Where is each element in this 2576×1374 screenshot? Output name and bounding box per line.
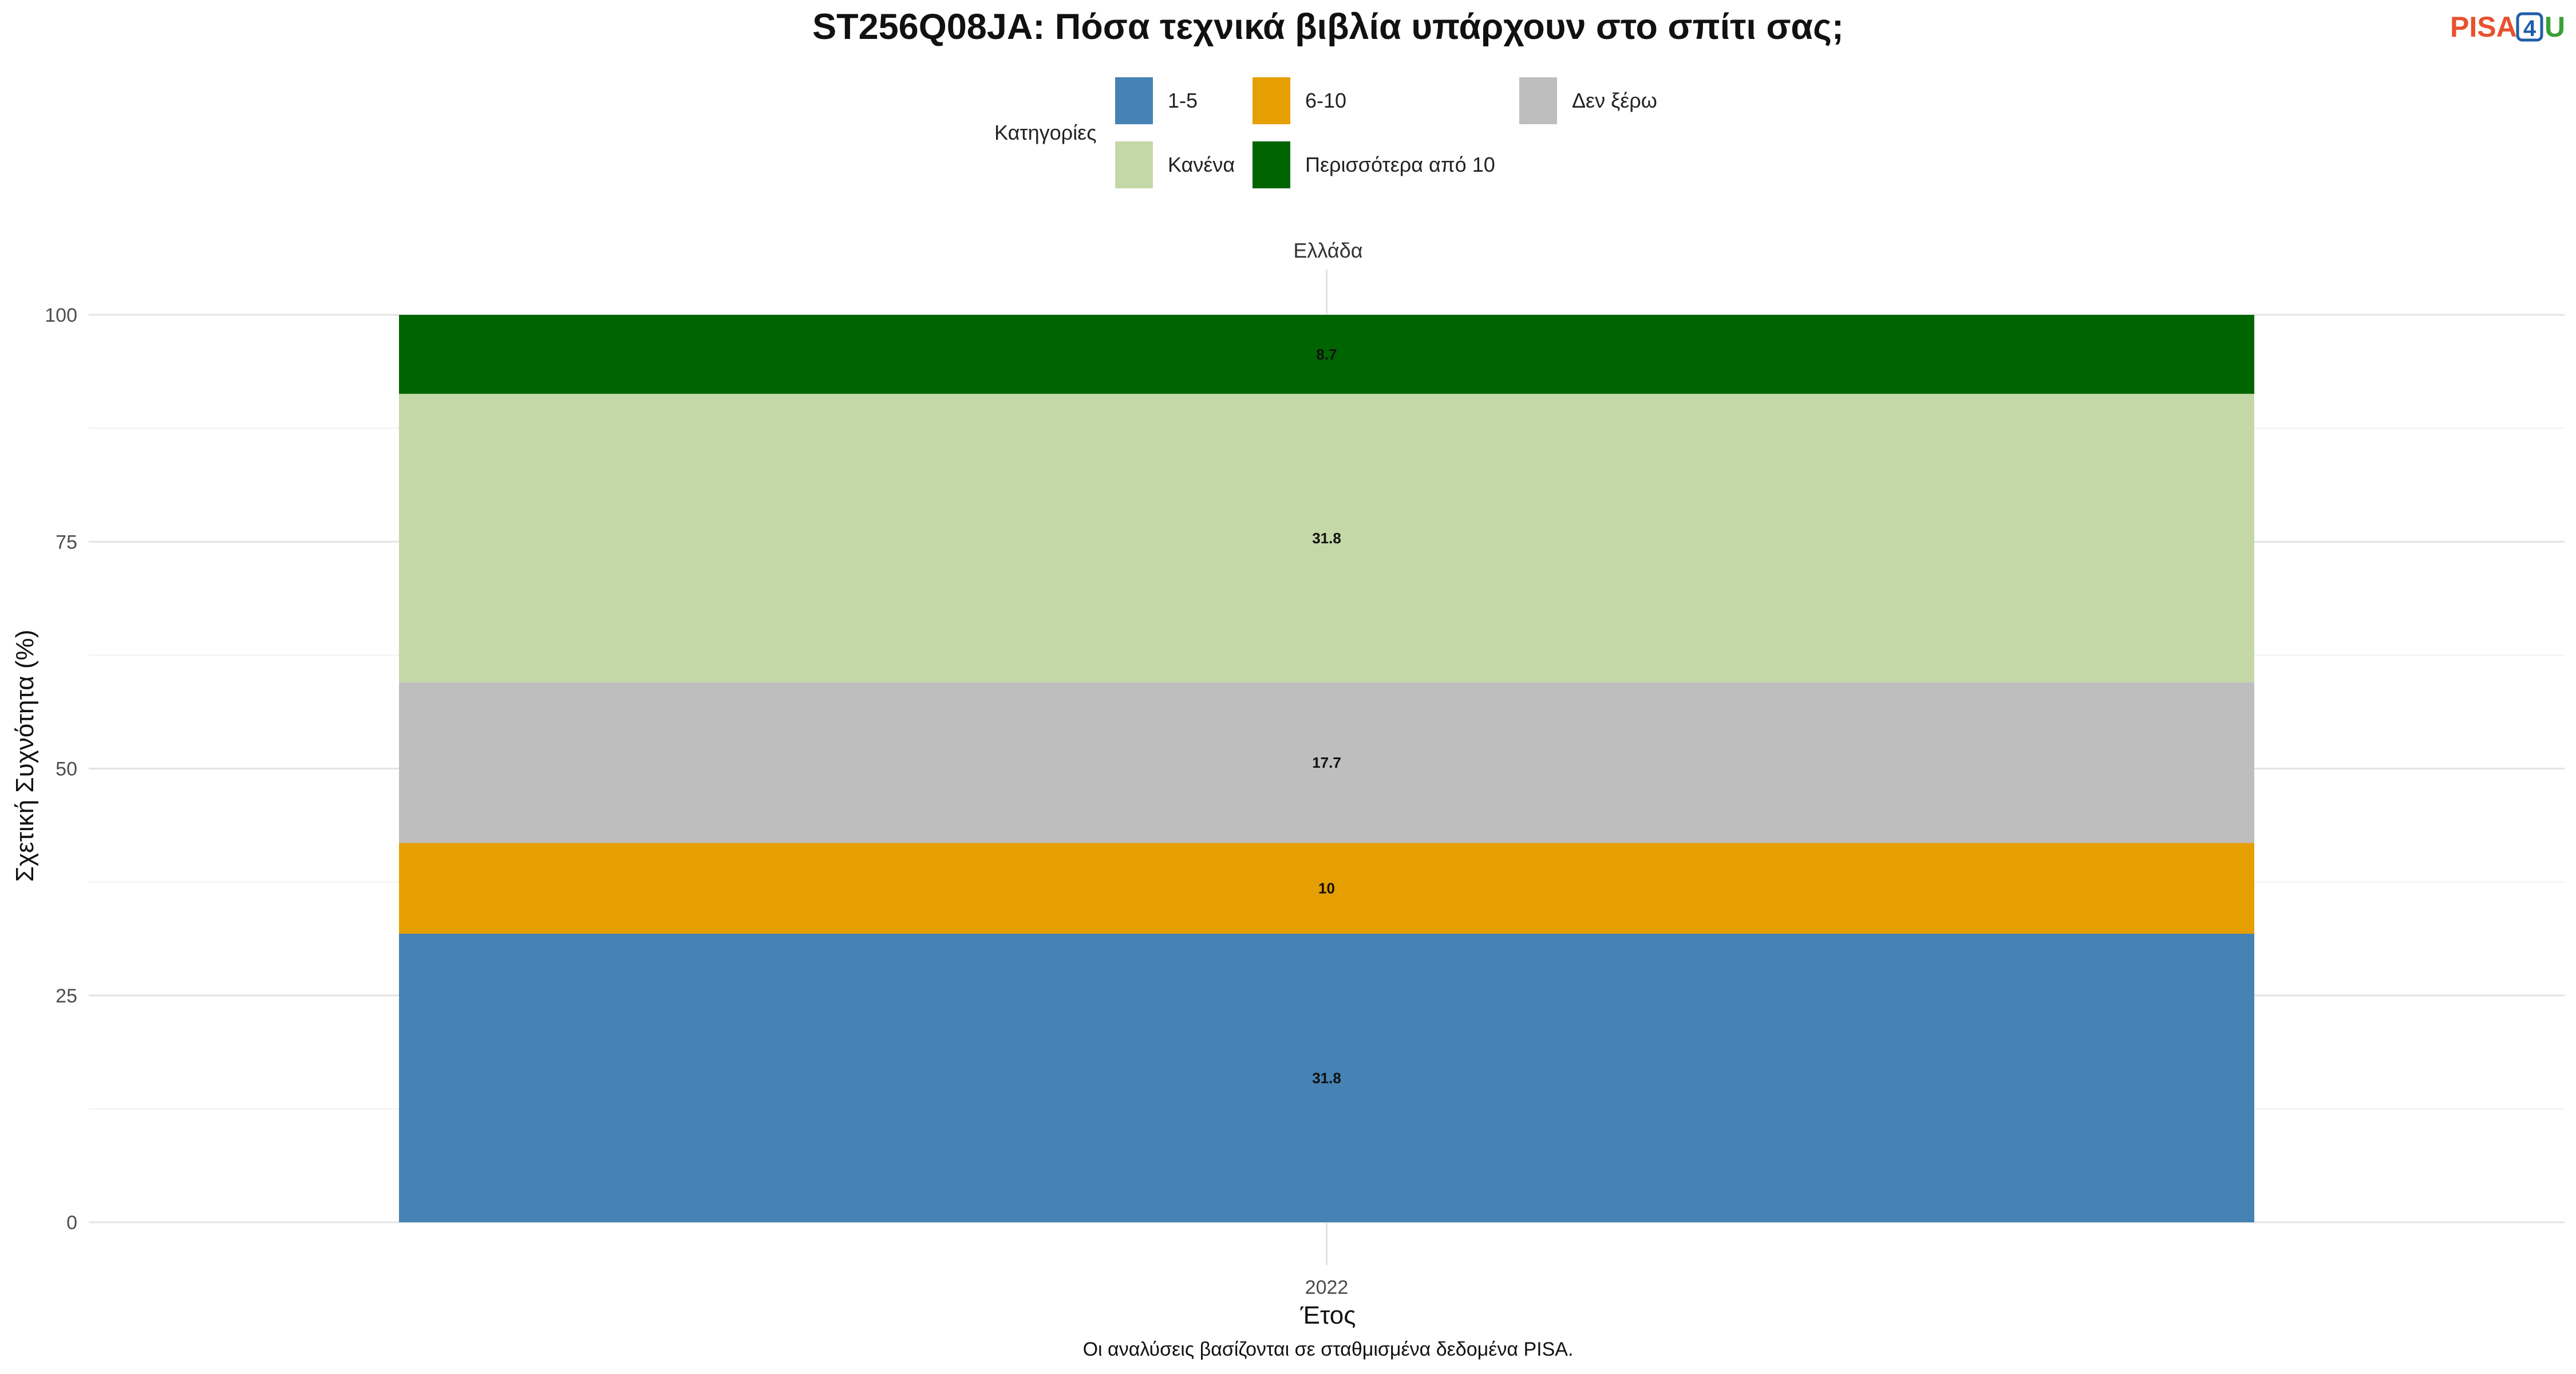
bars [399,315,2254,1222]
logo-number-box [2516,12,2543,42]
caption: Οι αναλύσεις βασίζονται σε σταθμισμένα δ… [1083,1339,1574,1360]
pisa4u-logo: PISA [2450,11,2517,43]
legend-label-5: Περισσότερα από 10 [1305,153,1495,176]
legend-swatch-2 [1253,77,1290,124]
logo-pisa: PISA [2450,11,2517,43]
data-label-1: 31.8 [1312,1069,1341,1087]
chart-title: ST256Q08JA: Πόσα τεχνικά βιβλία υπάρχουν… [812,7,1844,47]
y-tick-label: 50 [56,759,77,780]
y-axis-ticks: 0 25 50 75 100 [45,305,77,1234]
facet-label: Ελλάδα [1293,239,1362,262]
logo-u: U [2545,11,2565,43]
legend-label-2: 6-10 [1305,89,1346,112]
y-axis-title: Σχετική Συχνότητα (%) [11,630,39,882]
bar-segment-4 [399,393,2254,682]
bar-segment-5 [399,315,2254,394]
bar-segment-1 [399,933,2254,1222]
data-label-5: 8.7 [1316,346,1337,363]
legend-swatch-1 [1115,77,1153,124]
legend-swatch-5 [1253,141,1290,188]
data-label-3: 17.7 [1312,754,1341,771]
y-tick-label: 100 [45,305,77,326]
legend-label-1: 1-5 [1168,89,1198,112]
bar-segment-2 [399,843,2254,934]
legend-title: Κατηγορίες [994,121,1097,144]
y-tick-label: 75 [56,531,77,553]
data-label-4: 31.8 [1312,530,1341,547]
legend-label-4: Κανένα [1168,153,1235,176]
data-label-2: 10 [1318,880,1335,897]
x-tick-label: 2022 [1305,1277,1349,1298]
legend-label-3: Δεν ξέρω [1572,89,1657,112]
x-axis-ticks: 2022 [1305,1277,1349,1298]
x-axis-title: Έτος [1300,1301,1356,1329]
data-labels: 31.8 10 17.7 31.8 8.7 [1312,346,1341,1087]
bar-segment-3 [399,682,2254,843]
y-tick-label: 25 [56,985,77,1007]
logo-number: 4 [2523,16,2537,41]
legend-swatch-4 [1115,141,1153,188]
legend: 1-5 6-10 Δεν ξέρω Κανένα Περισσότερα από 10 [1115,77,1657,188]
y-tick-label: 0 [66,1212,77,1234]
legend-swatch-3 [1519,77,1557,124]
